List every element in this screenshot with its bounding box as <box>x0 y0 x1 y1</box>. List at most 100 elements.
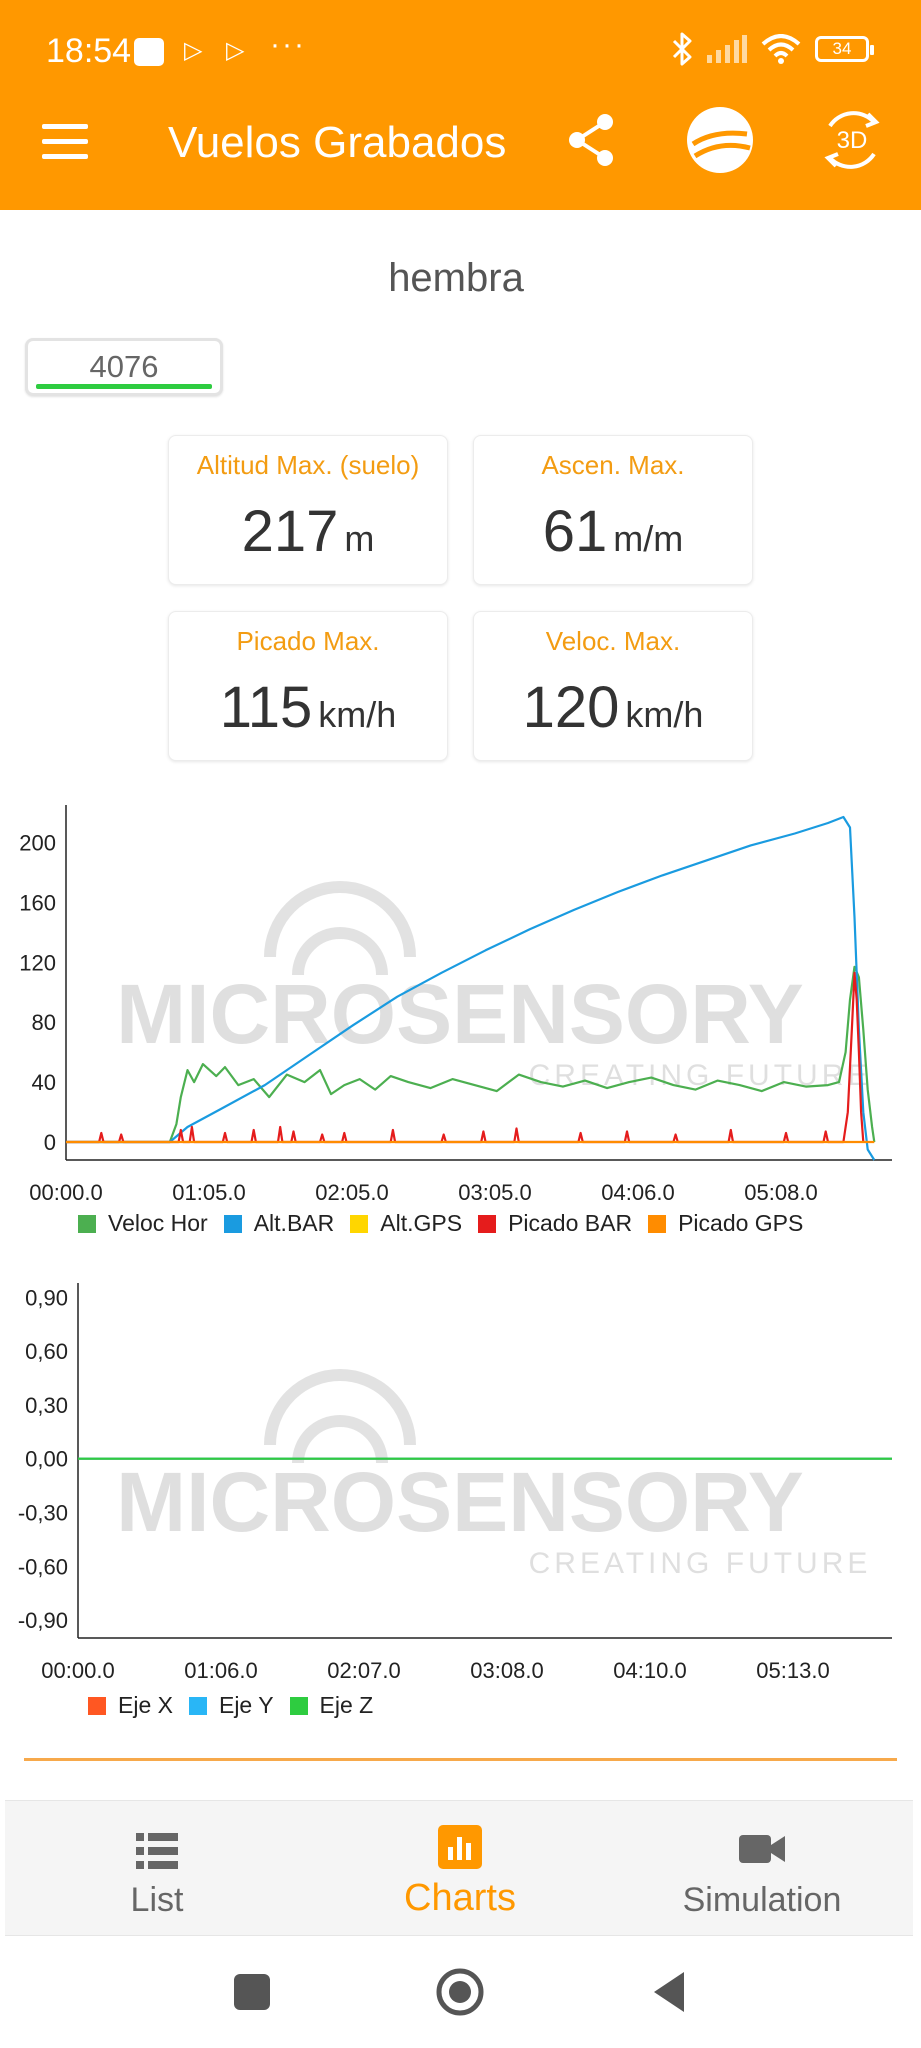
legend-item: Picado GPS <box>648 1210 803 1237</box>
legend-swatch <box>88 1696 106 1715</box>
x-tick-label: 02:05.0 <box>315 1180 388 1205</box>
3d-label: 3D <box>837 127 868 154</box>
legend-label: Veloc Hor <box>108 1210 208 1236</box>
legend-label: Picado GPS <box>678 1210 804 1236</box>
more-notifications-icon: ··· <box>270 28 306 61</box>
stat-card-ascenso: Ascen. Max. 61 m/m <box>473 435 753 585</box>
google-earth-icon[interactable] <box>684 104 756 176</box>
legend-swatch <box>648 1214 667 1233</box>
notification-icon <box>134 38 164 66</box>
x-tick-label: 00:00.0 <box>41 1658 114 1683</box>
legend-item: Eje X <box>88 1692 173 1719</box>
x-tick-label: 00:00.0 <box>29 1180 102 1205</box>
x-tick-label: 04:06.0 <box>601 1180 674 1205</box>
y-tick-label: 0,90 <box>25 1285 68 1310</box>
stat-label: Veloc. Max. <box>545 626 681 656</box>
flight-id: 4076 <box>89 349 159 384</box>
back-button-icon[interactable] <box>644 1966 696 2018</box>
menu-button[interactable] <box>42 124 88 160</box>
legend-item: Eje Y <box>188 1692 274 1719</box>
y-tick-label: 0 <box>44 1130 56 1155</box>
legend-swatch <box>78 1214 96 1233</box>
legend-label: Eje Y <box>218 1692 274 1718</box>
stat-card-picado: Picado Max. 115 km/h <box>168 611 448 761</box>
legend-label: Eje X <box>118 1692 173 1718</box>
x-tick-label: 01:06.0 <box>184 1658 257 1683</box>
play-notification-icon: ▷ <box>226 37 245 64</box>
flight-id-field[interactable]: 4076 <box>25 338 223 396</box>
status-icons: 34 <box>671 28 874 70</box>
divider <box>24 1758 897 1761</box>
share-icon[interactable] <box>560 108 624 172</box>
signal-icon <box>707 35 747 63</box>
y-tick-label: 120 <box>19 950 56 975</box>
legend-label: Picado BAR <box>508 1210 633 1236</box>
y-tick-label: -0,60 <box>18 1554 68 1579</box>
y-tick-label: 0,00 <box>25 1447 68 1472</box>
nav-item-list[interactable]: List <box>7 1801 307 1937</box>
recents-button-icon[interactable] <box>226 1966 278 2018</box>
y-tick-label: 0,30 <box>25 1393 68 1418</box>
stat-card-velocidad: Veloc. Max. 120 km/h <box>473 611 753 761</box>
legend-item: Veloc Hor <box>78 1210 208 1237</box>
legend-swatch <box>478 1214 497 1233</box>
video-camera-icon <box>739 1835 785 1863</box>
y-tick-label: 40 <box>32 1070 56 1095</box>
bottom-navigation: List Charts Simulation <box>5 1800 913 1936</box>
stat-value: 115 km/h <box>219 675 397 740</box>
y-tick-label: -0,30 <box>18 1500 68 1525</box>
nav-item-simulation[interactable]: Simulation <box>612 1801 912 1937</box>
nav-label-list: List <box>130 1881 184 1919</box>
y-tick-label: -0,90 <box>18 1608 68 1633</box>
stat-value: 217 m <box>241 499 375 564</box>
legend-label: Alt.GPS <box>380 1210 463 1236</box>
series-line-alt-bar <box>66 815 876 1161</box>
battery-icon: 34 <box>815 36 874 62</box>
legend-swatch <box>289 1696 308 1715</box>
legend-swatch <box>188 1696 207 1715</box>
acceleration-chart-legend: Eje X Eje Y Eje Z <box>88 1692 373 1719</box>
flight-name: hembra <box>388 256 524 300</box>
stat-value: 120 km/h <box>522 675 704 740</box>
nav-item-charts[interactable]: Charts <box>310 1801 610 1937</box>
legend-item: Picado BAR <box>478 1210 632 1237</box>
chart-icon <box>438 1825 482 1869</box>
x-tick-label: 01:05.0 <box>172 1180 245 1205</box>
y-tick-label: 200 <box>19 830 56 855</box>
watermark-tagline: CREATING FUTURE <box>529 1547 872 1580</box>
acceleration-chart: MICROSENSORY CREATING FUTURE 0,90 0,60 0,30 0… <box>0 1268 921 1688</box>
stat-value: 61 m/m <box>542 499 684 564</box>
legend-swatch <box>350 1214 369 1233</box>
watermark-brand: MICROSENSORY <box>116 967 804 1061</box>
series-line-veloc-hor <box>66 965 876 1144</box>
legend-label: Alt.BAR <box>253 1210 335 1236</box>
flight-chart: MICROSENSORY CREATING FUTURE 200 160 120 80 40… <box>0 790 921 1220</box>
x-tick-label: 05:13.0 <box>756 1658 829 1683</box>
home-button-icon[interactable] <box>434 1966 486 2018</box>
x-tick-label: 05:08.0 <box>744 1180 817 1205</box>
system-navigation <box>0 1936 921 2048</box>
stat-label: Picado Max. <box>236 626 380 656</box>
legend-item: Alt.BAR <box>223 1210 335 1237</box>
stat-label: Ascen. Max. <box>541 450 685 480</box>
play-notification-icon: ▷ <box>184 37 203 64</box>
legend-swatch <box>223 1214 242 1233</box>
wifi-icon <box>761 34 801 64</box>
nav-label-charts: Charts <box>404 1877 516 1919</box>
status-time: 18:54 <box>46 32 132 70</box>
flight-chart-legend: Veloc Hor Alt.BAR Alt.GPS Picado BAR Picado … <box>78 1210 803 1237</box>
y-tick-label: 80 <box>32 1010 56 1035</box>
list-icon <box>136 1833 178 1869</box>
x-tick-label: 04:10.0 <box>613 1658 686 1683</box>
legend-item: Alt.GPS <box>350 1210 462 1237</box>
stat-label: Altitud Max. (suelo) <box>196 450 420 480</box>
3d-view-icon[interactable]: 3D <box>816 104 888 176</box>
app-header: 18:54 ▷ ▷ ··· 34 <box>0 0 921 210</box>
bluetooth-icon <box>672 32 692 66</box>
nav-label-simulation: Simulation <box>682 1881 842 1919</box>
page-title: Vuelos Grabados <box>168 118 507 167</box>
